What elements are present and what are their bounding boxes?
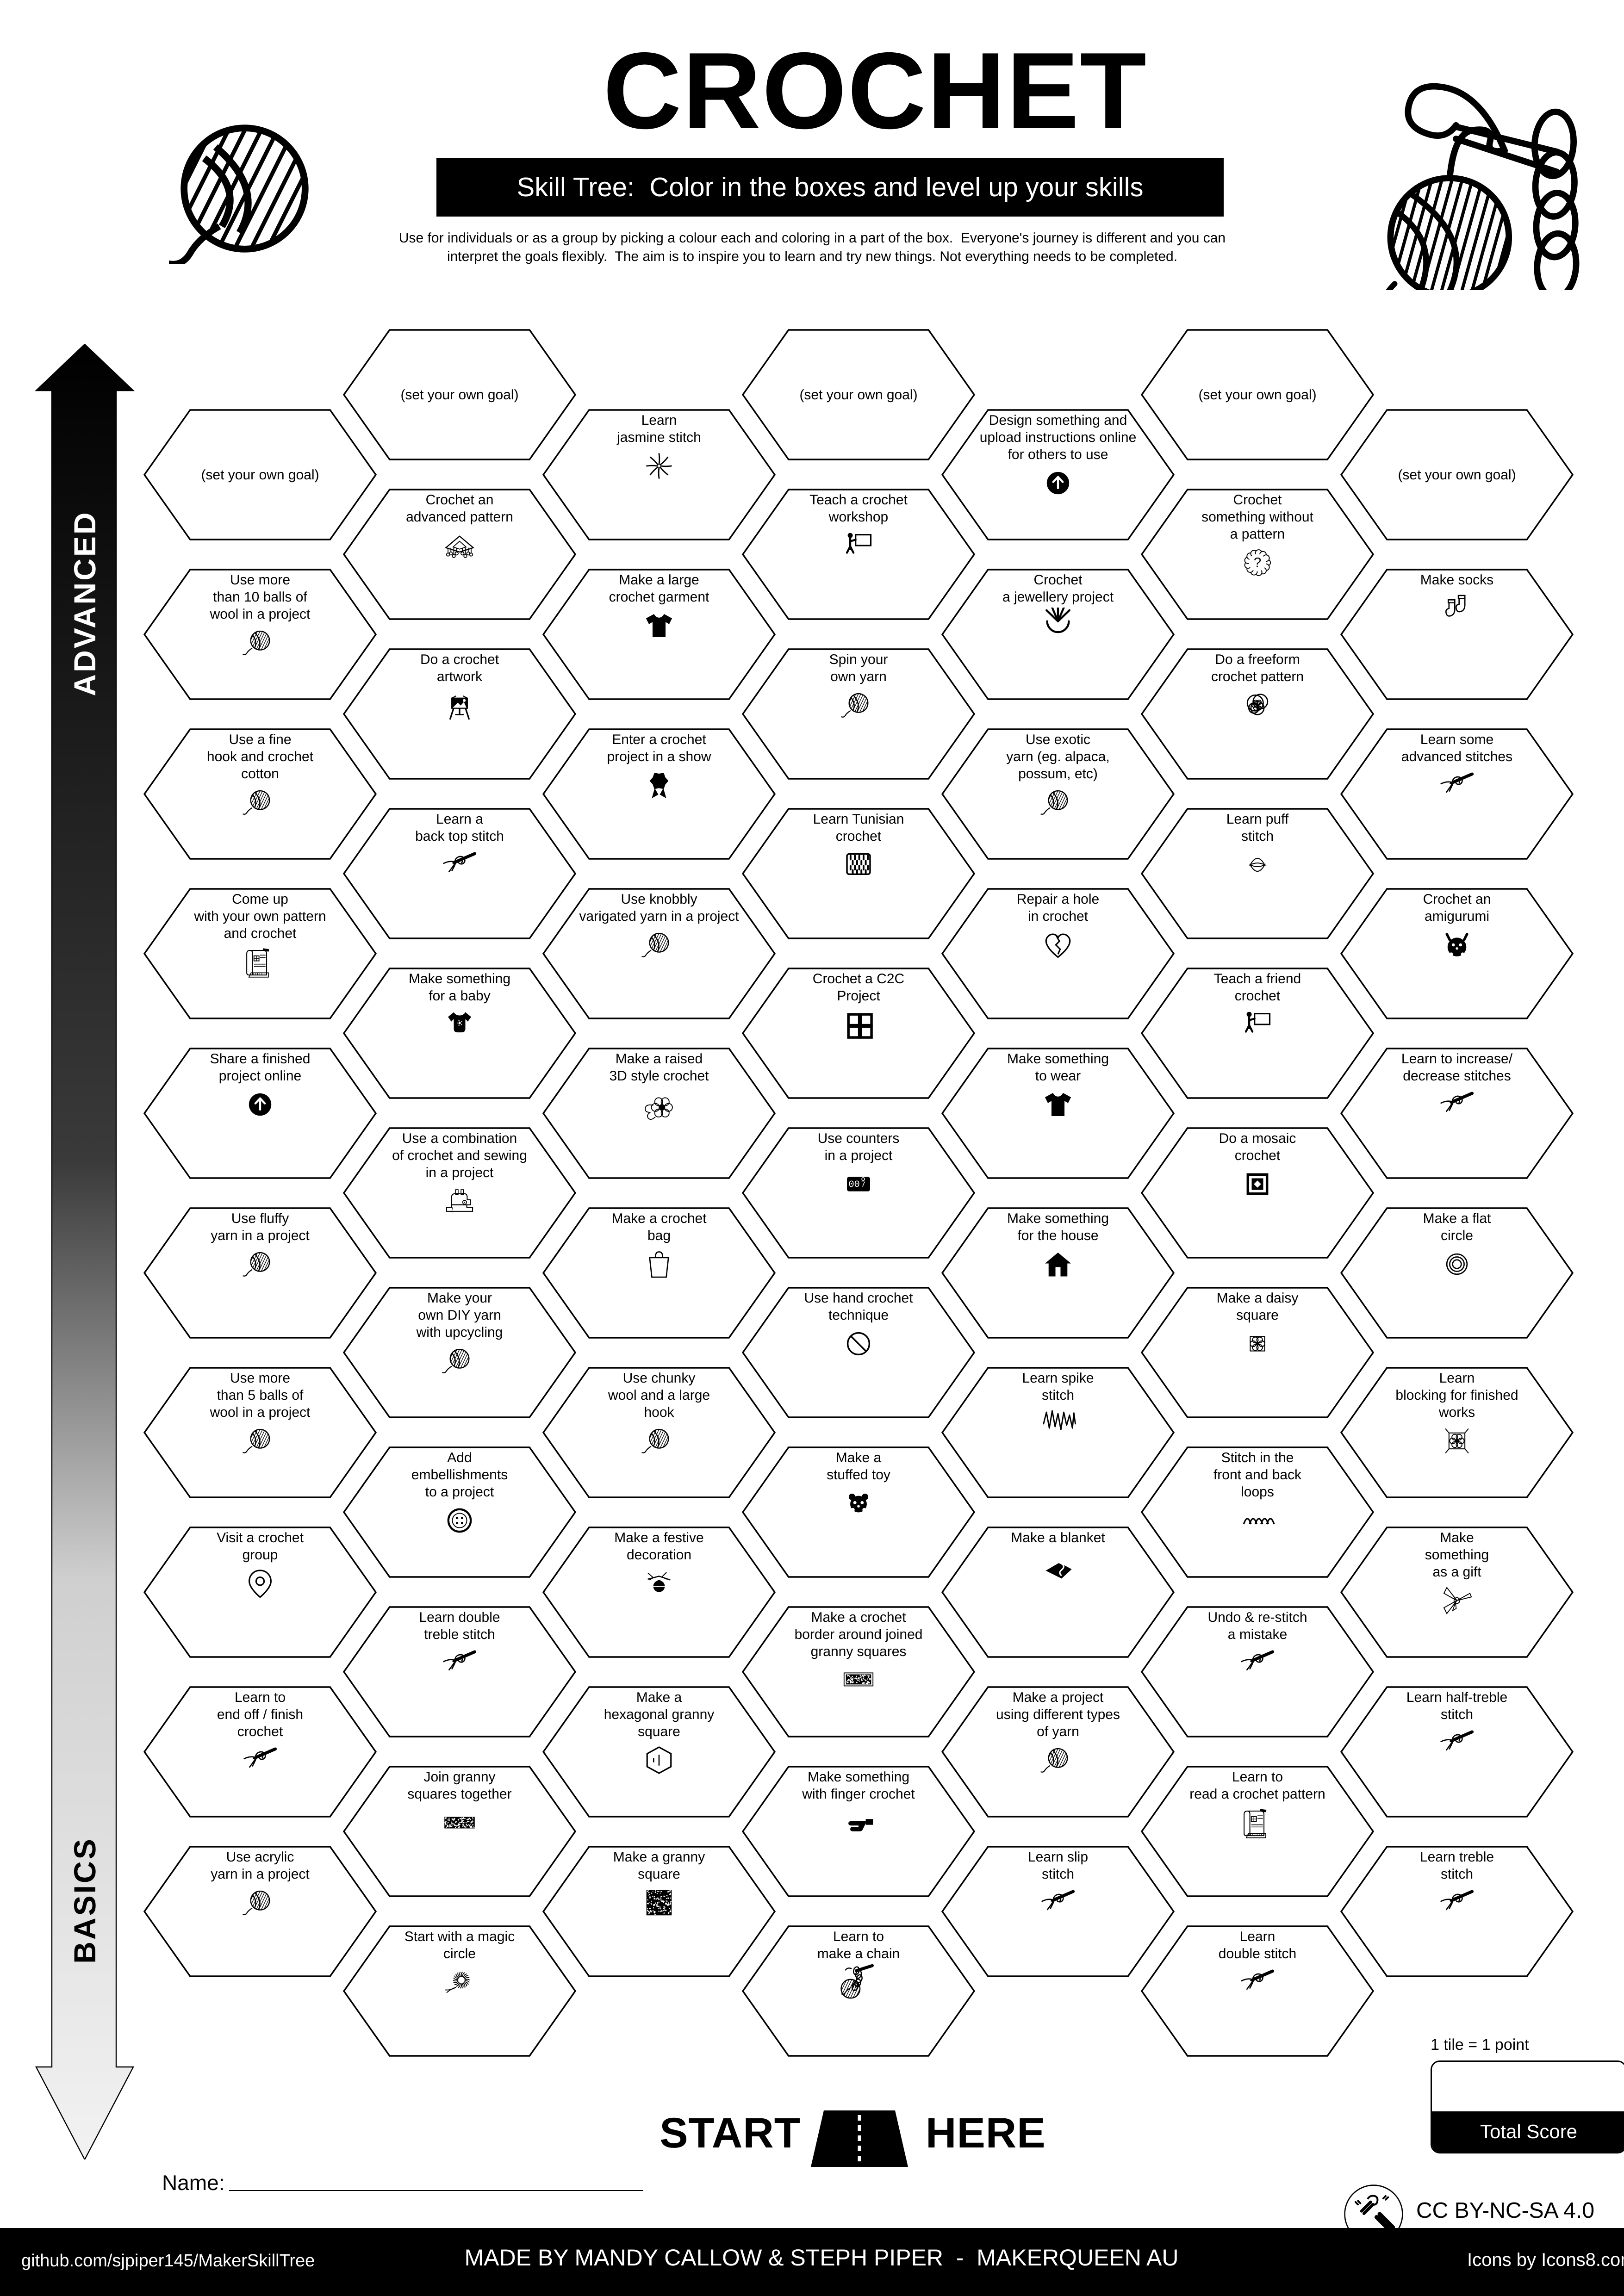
svg-text:7: 7	[861, 1180, 865, 1190]
svg-text:?: ?	[1254, 555, 1261, 571]
svg-text:00: 00	[848, 1179, 859, 1190]
